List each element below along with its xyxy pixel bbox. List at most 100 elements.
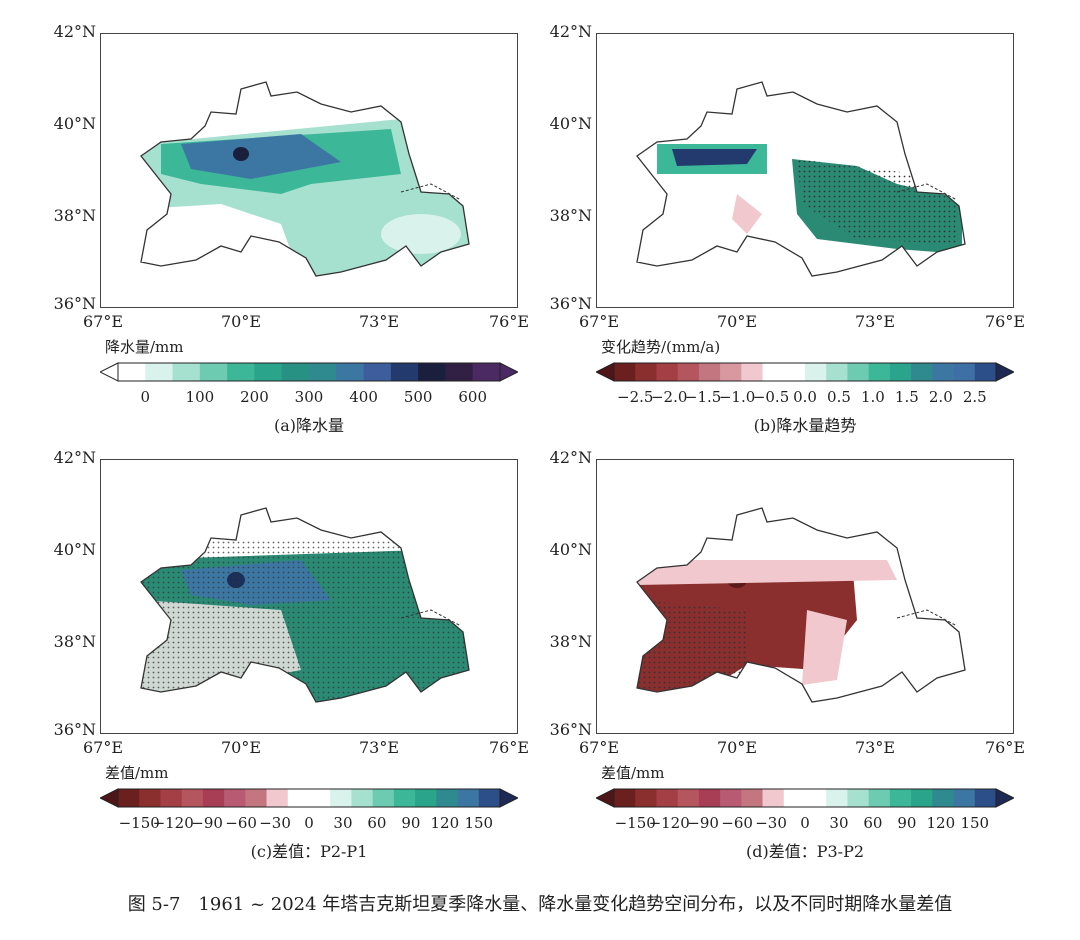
lon-label-76: 76°E bbox=[488, 312, 530, 331]
colorbar-tick-label: 500 bbox=[403, 388, 433, 406]
colorbar-right-arrow bbox=[995, 788, 1014, 808]
colorbar-tick-label: 100 bbox=[185, 388, 215, 406]
difference-map bbox=[140, 507, 470, 703]
colorbar-segment bbox=[698, 789, 721, 807]
colorbar-tick-label: 30 bbox=[829, 814, 849, 832]
colorbar-right-arrow bbox=[995, 362, 1014, 382]
colorbar-title: 变化趋势/(mm/a) bbox=[601, 338, 721, 356]
colorbar-segment bbox=[783, 789, 806, 807]
lon-label-70: 70°E bbox=[716, 312, 758, 331]
colorbar-segment bbox=[336, 363, 364, 381]
colorbar-tick-label: −150 bbox=[118, 814, 160, 832]
colorbar-segment bbox=[635, 363, 657, 381]
map-frame bbox=[596, 33, 1014, 308]
colorbar-tick-label: −0.5 bbox=[752, 388, 790, 406]
lat-label-38: 38°N bbox=[549, 206, 592, 225]
colorbar-ticks: −150 −120 −90 −60 −30 0 30 60 90 120 150 bbox=[596, 814, 1014, 834]
colorbar-tick-label: 0.5 bbox=[827, 388, 851, 406]
colorbar-segment bbox=[266, 789, 289, 807]
colorbar-segment bbox=[436, 789, 458, 807]
colorbar-segment bbox=[677, 363, 700, 381]
colorbar-segment bbox=[656, 789, 679, 807]
colorbar-tick-label: 2.0 bbox=[928, 388, 953, 406]
colorbar-tick-label: 60 bbox=[863, 814, 883, 832]
lon-label-70: 70°E bbox=[716, 738, 758, 757]
colorbar-segment bbox=[254, 363, 283, 381]
figure-caption: 图 5-7 1961 ~ 2024 年塔吉克斯坦夏季降水量、降水量变化趋势空间分… bbox=[127, 894, 953, 915]
colorbar bbox=[100, 788, 518, 808]
colorbar-segment bbox=[390, 363, 419, 381]
precipitation-map bbox=[140, 81, 470, 277]
colorbar-segment bbox=[445, 363, 474, 381]
colorbar-segment bbox=[911, 789, 933, 807]
colorbar bbox=[596, 362, 1014, 382]
colorbar-segment bbox=[181, 789, 204, 807]
colorbar-segment bbox=[656, 363, 679, 381]
colorbar-segment bbox=[418, 363, 446, 381]
colorbar-segment bbox=[698, 363, 721, 381]
colorbar-tick-label: −120 bbox=[152, 814, 194, 832]
colorbar-segment bbox=[974, 789, 997, 807]
colorbar-title: 差值/mm bbox=[105, 764, 169, 782]
colorbar-segment bbox=[932, 363, 954, 381]
colorbar-segment bbox=[472, 363, 501, 381]
colorbar-tick-label: 0.0 bbox=[793, 388, 817, 406]
colorbar-segment bbox=[199, 363, 228, 381]
panel-d: 42°N 40°N 38°N 36°N 67°E 70°E 73°E 76°E … bbox=[496, 426, 1025, 861]
lat-label-38: 38°N bbox=[53, 206, 96, 225]
colorbar-segment bbox=[911, 363, 933, 381]
lon-label-73: 73°E bbox=[854, 738, 896, 757]
colorbar-segment bbox=[741, 363, 763, 381]
colorbar-segment bbox=[245, 789, 267, 807]
lon-label-76: 76°E bbox=[984, 738, 1026, 757]
colorbar-tick-label: −30 bbox=[755, 814, 787, 832]
colorbar-segment bbox=[847, 789, 870, 807]
colorbar-segment bbox=[614, 363, 636, 381]
colorbar-left-arrow bbox=[100, 362, 119, 382]
colorbar-tick-label: 1.5 bbox=[894, 388, 919, 406]
panel-caption: (a)降水量 bbox=[273, 416, 345, 435]
colorbar-segment bbox=[281, 363, 310, 381]
colorbar-left-arrow bbox=[100, 788, 119, 808]
panel-caption: (b)降水量趋势 bbox=[753, 416, 857, 435]
panel-caption: (d)差值：P3-P2 bbox=[745, 842, 865, 861]
colorbar-ticks: 0 100 200 300 400 500 600 bbox=[100, 388, 518, 408]
colorbar-tick-label: 0 bbox=[140, 388, 151, 406]
panel-caption: (c)差值：P2-P1 bbox=[250, 842, 368, 861]
colorbar-tick-label: −2.5 bbox=[617, 388, 654, 406]
colorbar-tick-label: −120 bbox=[648, 814, 690, 832]
colorbar-tick-label: 0 bbox=[304, 814, 314, 832]
colorbar-right-arrow bbox=[499, 362, 518, 382]
lon-label-70: 70°E bbox=[220, 312, 262, 331]
colorbar-tick-label: 90 bbox=[897, 814, 917, 832]
colorbar-segment bbox=[287, 789, 310, 807]
colorbar-tick-label: 1.0 bbox=[860, 388, 885, 406]
colorbar-segment bbox=[805, 363, 827, 381]
colorbar-tick-label: 400 bbox=[349, 388, 378, 406]
colorbar-left-arrow bbox=[596, 788, 615, 808]
lon-label-73: 73°E bbox=[854, 312, 896, 331]
colorbar-tick-label: −1.0 bbox=[718, 388, 756, 406]
colorbar-tick-label: 300 bbox=[294, 388, 324, 406]
lat-label-42: 42°N bbox=[53, 22, 96, 41]
lon-label-73: 73°E bbox=[358, 738, 400, 757]
colorbar-segment bbox=[953, 789, 976, 807]
map-frame bbox=[100, 459, 518, 734]
colorbar-segment bbox=[826, 363, 848, 381]
colorbar-segment bbox=[974, 363, 997, 381]
lat-label-40: 40°N bbox=[549, 114, 592, 133]
map-frame bbox=[596, 459, 1014, 734]
colorbar-tick-label: −60 bbox=[721, 814, 753, 832]
colorbar bbox=[100, 362, 518, 382]
colorbar-segment bbox=[826, 789, 848, 807]
colorbar-segment bbox=[889, 789, 912, 807]
map-frame bbox=[100, 33, 518, 308]
colorbar-segment bbox=[309, 789, 331, 807]
colorbar-segment bbox=[145, 363, 173, 381]
lon-label-67: 67°E bbox=[82, 312, 124, 331]
colorbar-segment bbox=[720, 789, 742, 807]
panel-b: 42°N 40°N 38°N 36°N 67°E 70°E 73°E 76°E … bbox=[496, 0, 1025, 435]
colorbar-tick-label: 2.5 bbox=[962, 388, 987, 406]
lat-label-36: 36°N bbox=[53, 294, 96, 313]
lon-label-67: 67°E bbox=[578, 738, 620, 757]
